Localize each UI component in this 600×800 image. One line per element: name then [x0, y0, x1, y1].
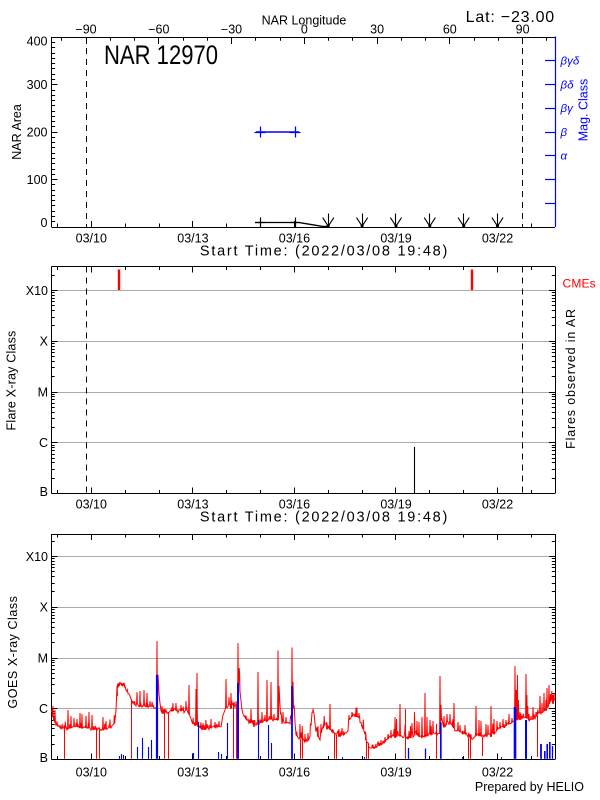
svg-text:100: 100 — [27, 173, 48, 187]
svg-text:B: B — [40, 485, 48, 499]
svg-text:M: M — [38, 651, 48, 665]
svg-text:0: 0 — [301, 23, 308, 37]
svg-text:03/10: 03/10 — [76, 766, 107, 780]
svg-text:β: β — [560, 127, 568, 139]
svg-text:Prepared by HELIO: Prepared by HELIO — [475, 780, 584, 794]
svg-text:Start Time: (2022/03/08 19:48): Start Time: (2022/03/08 19:48) — [200, 510, 449, 526]
svg-text:60: 60 — [443, 23, 457, 37]
svg-text:−90: −90 — [75, 23, 96, 37]
svg-text:300: 300 — [27, 78, 48, 92]
svg-text:−30: −30 — [221, 23, 242, 37]
svg-text:B: B — [40, 751, 48, 765]
svg-text:C: C — [39, 702, 48, 716]
svg-text:90: 90 — [516, 23, 530, 37]
svg-text:βγδ: βγδ — [560, 56, 580, 68]
svg-text:03/13: 03/13 — [177, 498, 208, 512]
svg-text:βγ: βγ — [560, 103, 575, 115]
svg-text:0: 0 — [41, 216, 48, 230]
svg-text:Mag. Class: Mag. Class — [577, 79, 591, 142]
svg-text:Start Time: (2022/03/08 19:48): Start Time: (2022/03/08 19:48) — [200, 244, 449, 260]
svg-text:NAR Longitude: NAR Longitude — [262, 14, 347, 28]
svg-text:GOES X-ray Class: GOES X-ray Class — [6, 596, 20, 709]
svg-text:03/16: 03/16 — [279, 232, 310, 246]
svg-text:03/10: 03/10 — [76, 498, 107, 512]
svg-text:03/19: 03/19 — [380, 232, 411, 246]
svg-text:03/19: 03/19 — [380, 498, 411, 512]
svg-text:NAR 12970: NAR 12970 — [104, 40, 218, 70]
svg-text:Lat: −23.00: Lat: −23.00 — [466, 9, 555, 26]
svg-text:200: 200 — [27, 125, 48, 139]
svg-text:03/19: 03/19 — [380, 766, 411, 780]
svg-text:βδ: βδ — [560, 79, 575, 91]
svg-text:03/13: 03/13 — [177, 766, 208, 780]
svg-text:03/22: 03/22 — [482, 766, 513, 780]
svg-text:Flares observed in AR: Flares observed in AR — [564, 308, 578, 449]
svg-text:03/22: 03/22 — [482, 232, 513, 246]
svg-text:α: α — [561, 151, 568, 163]
svg-text:−60: −60 — [148, 23, 169, 37]
svg-text:X10: X10 — [26, 550, 48, 564]
svg-text:X: X — [40, 601, 49, 615]
svg-text:NAR Area: NAR Area — [10, 104, 24, 160]
svg-text:03/10: 03/10 — [76, 232, 107, 246]
svg-text:03/16: 03/16 — [279, 498, 310, 512]
svg-text:03/22: 03/22 — [482, 498, 513, 512]
svg-text:03/13: 03/13 — [177, 232, 208, 246]
svg-text:400: 400 — [27, 35, 48, 49]
svg-text:C: C — [39, 436, 48, 450]
svg-text:CMEs: CMEs — [563, 277, 596, 291]
svg-text:M: M — [38, 385, 48, 399]
svg-text:X10: X10 — [26, 284, 48, 298]
svg-text:X: X — [40, 335, 49, 349]
svg-text:Flare X-ray Class: Flare X-ray Class — [5, 331, 19, 431]
svg-text:03/16: 03/16 — [279, 766, 310, 780]
svg-text:30: 30 — [370, 23, 384, 37]
